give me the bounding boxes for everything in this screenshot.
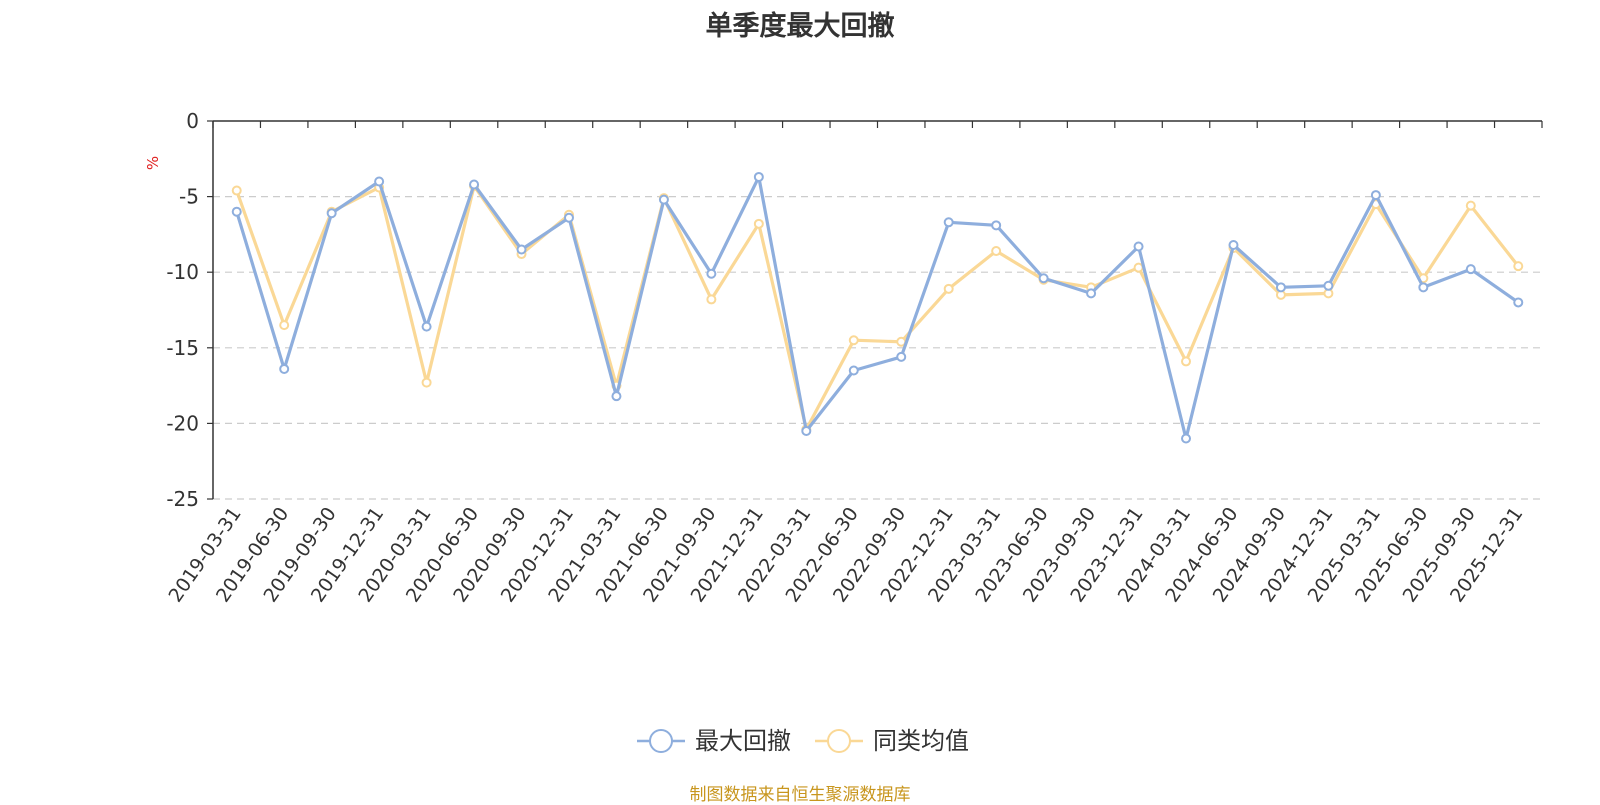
legend-marker: [649, 729, 673, 753]
data-point: [1513, 297, 1524, 308]
data-point: [943, 283, 954, 294]
legend-item-2[interactable]: 同类均值: [815, 727, 969, 755]
data-point: [563, 212, 574, 223]
data-point: [1086, 288, 1097, 299]
data-point: [1228, 239, 1239, 250]
data-point: [421, 377, 432, 388]
data-point: [943, 217, 954, 228]
legend-label: 最大回撤: [695, 727, 791, 755]
data-point: [1133, 262, 1144, 273]
legend-marker: [827, 729, 851, 753]
y-tick-label: -10: [166, 260, 199, 284]
y-tick-label: -25: [166, 487, 199, 511]
data-point: [1465, 200, 1476, 211]
series-2: [231, 181, 1524, 435]
data-point: [231, 206, 242, 217]
data-point: [1370, 190, 1381, 201]
series-1: [231, 171, 1524, 444]
data-point: [801, 425, 812, 436]
grid-lines: [213, 196, 1542, 500]
data-point: [374, 176, 385, 187]
data-point: [279, 363, 290, 374]
series-lines: [231, 171, 1524, 444]
data-point: [848, 365, 859, 376]
data-point: [658, 194, 669, 205]
data-point: [326, 208, 337, 219]
data-point: [421, 321, 432, 332]
data-point: [469, 179, 480, 190]
data-point: [516, 244, 527, 255]
series-line: [235, 184, 1520, 431]
data-point: [706, 294, 717, 305]
legend[interactable]: 最大回撤 同类均值: [637, 727, 969, 755]
data-point: [1418, 282, 1429, 293]
data-point: [896, 351, 907, 362]
data-point: [1465, 264, 1476, 275]
data-point: [753, 171, 764, 182]
y-tick-label: -20: [166, 411, 199, 435]
data-point: [753, 218, 764, 229]
data-point: [706, 268, 717, 279]
legend-item-1[interactable]: 最大回撤: [637, 727, 791, 755]
y-tick-label: 0: [186, 109, 199, 133]
data-point: [279, 320, 290, 331]
source-note: 制图数据来自恒生聚源数据库: [689, 785, 911, 805]
data-point: [991, 246, 1002, 257]
legend-label: 同类均值: [873, 727, 969, 755]
y-axis-label: %: [144, 156, 162, 170]
y-tick-label: -5: [179, 185, 199, 209]
data-point: [1181, 356, 1192, 367]
data-point: [1038, 273, 1049, 284]
data-point: [848, 335, 859, 346]
y-tick-label: -15: [166, 336, 199, 360]
data-point: [1181, 433, 1192, 444]
data-point: [231, 185, 242, 196]
data-point: [1275, 282, 1286, 293]
data-point: [1133, 241, 1144, 252]
data-point: [611, 391, 622, 402]
data-point: [1513, 261, 1524, 272]
data-point: [991, 220, 1002, 231]
chart-title: 单季度最大回撤: [705, 11, 895, 42]
data-point: [1323, 280, 1334, 291]
series-line: [235, 175, 1520, 441]
